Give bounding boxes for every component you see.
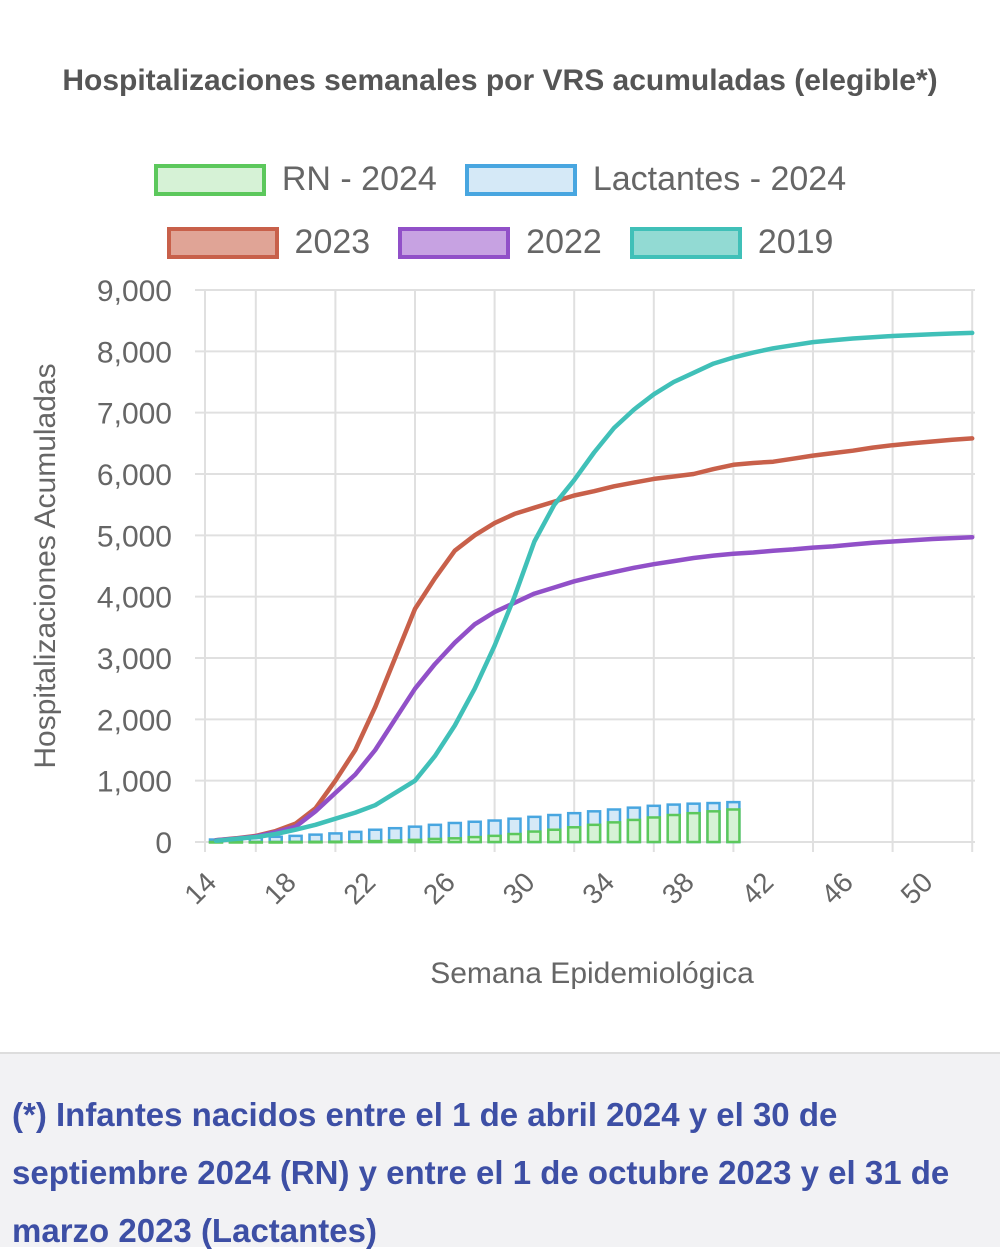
- footnote-panel: (*) Infantes nacidos entre el 1 de abril…: [0, 1052, 1000, 1249]
- y-tick-label: 2,000: [97, 704, 172, 737]
- legend-label: 2022: [526, 223, 602, 261]
- bar-rn: [706, 810, 721, 844]
- bar-rn: [547, 828, 562, 844]
- legend-swatch: [464, 163, 577, 196]
- x-tick-label: 18: [258, 866, 302, 910]
- y-tick-label: 0: [155, 827, 172, 860]
- legend-item-lactantes-2024[interactable]: Lactantes - 2024: [464, 160, 847, 199]
- bar-rn: [586, 823, 602, 844]
- y-tick-label: 8,000: [97, 336, 172, 369]
- x-tick-label: 34: [576, 866, 620, 910]
- bar-rn: [407, 838, 423, 844]
- x-tick-label: 38: [656, 866, 700, 910]
- bar-rn: [626, 818, 642, 844]
- y-tick-label: 6,000: [97, 459, 172, 492]
- bar-rn: [308, 840, 323, 844]
- x-tick-label: 46: [815, 866, 859, 910]
- bar-rn: [348, 840, 363, 844]
- x-tick-label: 14: [178, 866, 222, 910]
- y-tick-label: 1,000: [97, 766, 172, 799]
- footnote-text: (*) Infantes nacidos entre el 1 de abril…: [12, 1096, 950, 1249]
- line-series-2023: [213, 436, 975, 843]
- bar-rn: [527, 830, 542, 844]
- y-tick-label: 5,000: [97, 520, 172, 553]
- x-tick-label: 30: [497, 866, 541, 910]
- bar-rn: [666, 813, 681, 844]
- bar-rn: [228, 840, 244, 844]
- bar-rn: [646, 816, 662, 844]
- bar-rn: [487, 834, 502, 844]
- legend-label: Lactantes - 2024: [592, 160, 847, 198]
- y-tick-label: 7,000: [97, 398, 172, 431]
- legend-label: 2023: [294, 223, 371, 261]
- legend-item-2023[interactable]: 2023: [166, 223, 371, 262]
- bar-rn: [427, 837, 443, 844]
- legend-swatch: [153, 163, 266, 196]
- legend-row-1: RN - 2024 Lactantes - 2024: [0, 160, 1000, 199]
- legend-swatch: [166, 226, 279, 259]
- y-tick-label: 9,000: [97, 275, 172, 308]
- bar-rn: [248, 840, 264, 844]
- bar-rn: [726, 808, 741, 844]
- x-tick-label: 50: [895, 866, 939, 910]
- legend-swatch: [398, 226, 511, 259]
- bar-rn: [447, 837, 463, 844]
- y-tick-label: 4,000: [97, 582, 172, 615]
- legend-label: 2019: [757, 223, 834, 261]
- legend-item-2022[interactable]: 2022: [398, 223, 602, 262]
- line-series-2019: [213, 330, 975, 844]
- legend-item-rn-2024[interactable]: RN - 2024: [153, 160, 437, 199]
- legend-item-2019[interactable]: 2019: [629, 223, 834, 262]
- x-tick-label: 26: [417, 866, 461, 910]
- x-axis-title: Semana Epidemiológica: [430, 957, 754, 990]
- legend-row-2: 2023 2022 2019: [0, 223, 1000, 262]
- chart-plot: Hospitalizaciones Acumuladas Semana Epid…: [29, 275, 975, 990]
- bar-rn: [268, 840, 283, 844]
- legend-swatch: [629, 226, 742, 259]
- bar-rn: [507, 832, 522, 844]
- bar-rn: [606, 821, 622, 844]
- y-tick-label: 3,000: [97, 643, 172, 676]
- bar-rn: [328, 840, 343, 844]
- bar-rn: [367, 839, 383, 844]
- bar-rn: [467, 835, 482, 844]
- bar-rn: [686, 811, 701, 844]
- bar-rn: [288, 840, 303, 844]
- bar-rn: [387, 839, 403, 844]
- x-tick-label: 22: [337, 866, 381, 910]
- bar-rn: [566, 826, 582, 844]
- y-axis-title: Hospitalizaciones Acumuladas: [29, 363, 62, 768]
- line-series-2022: [213, 534, 975, 843]
- chart-title: Hospitalizaciones semanales por VRS acum…: [62, 64, 938, 97]
- legend-label: RN - 2024: [281, 160, 437, 198]
- x-tick-label: 42: [735, 866, 779, 910]
